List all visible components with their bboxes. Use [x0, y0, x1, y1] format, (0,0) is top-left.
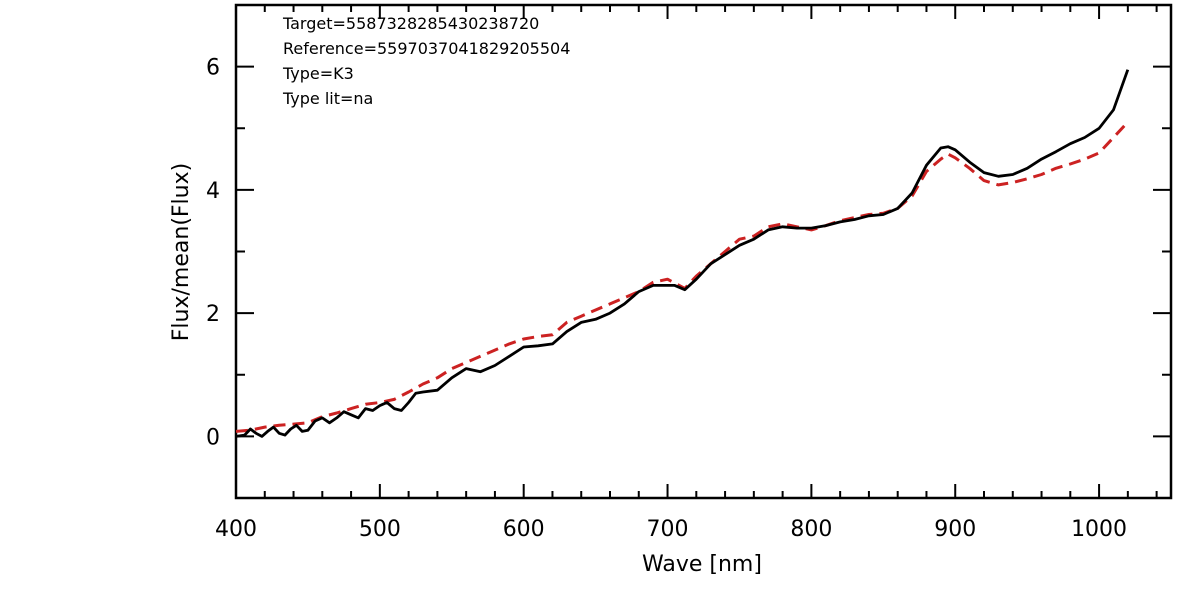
x-axis-title: Wave [nm] [642, 552, 762, 577]
x-tick-label: 800 [790, 517, 832, 542]
annotations: Target=5587328285430238720 Reference=5597… [282, 14, 570, 108]
annotation-text: Target=5587328285430238720 [282, 14, 539, 33]
y-tick-label: 2 [206, 302, 220, 327]
x-tick-label: 500 [359, 517, 401, 542]
plot-frame [234, 3, 1173, 500]
x-tick-label: 600 [503, 517, 545, 542]
x-tick-label: 700 [647, 517, 689, 542]
x-tick-label: 1000 [1071, 517, 1127, 542]
annotation-text: Reference=5597037041829205504 [283, 39, 570, 58]
target-spectrum-line [235, 69, 1130, 438]
y-tick-label: 0 [206, 425, 220, 450]
plot-border [234, 3, 1173, 500]
annotation-text: Type lit=na [282, 89, 373, 108]
annotation-text: Type=K3 [282, 64, 354, 83]
reference-spectrum-line [235, 121, 1129, 433]
y-axis-title: Flux/mean(Flux) [169, 163, 194, 341]
x-axis-ticks: 400 500 600 700 800 900 1000 [215, 5, 1158, 542]
x-tick-label: 400 [215, 517, 257, 542]
x-tick-label: 900 [934, 517, 976, 542]
series-layer [235, 69, 1130, 438]
y-tick-label: 4 [206, 179, 220, 204]
y-tick-label: 6 [206, 56, 220, 81]
y-axis-ticks: 0 2 4 6 [206, 4, 1171, 499]
